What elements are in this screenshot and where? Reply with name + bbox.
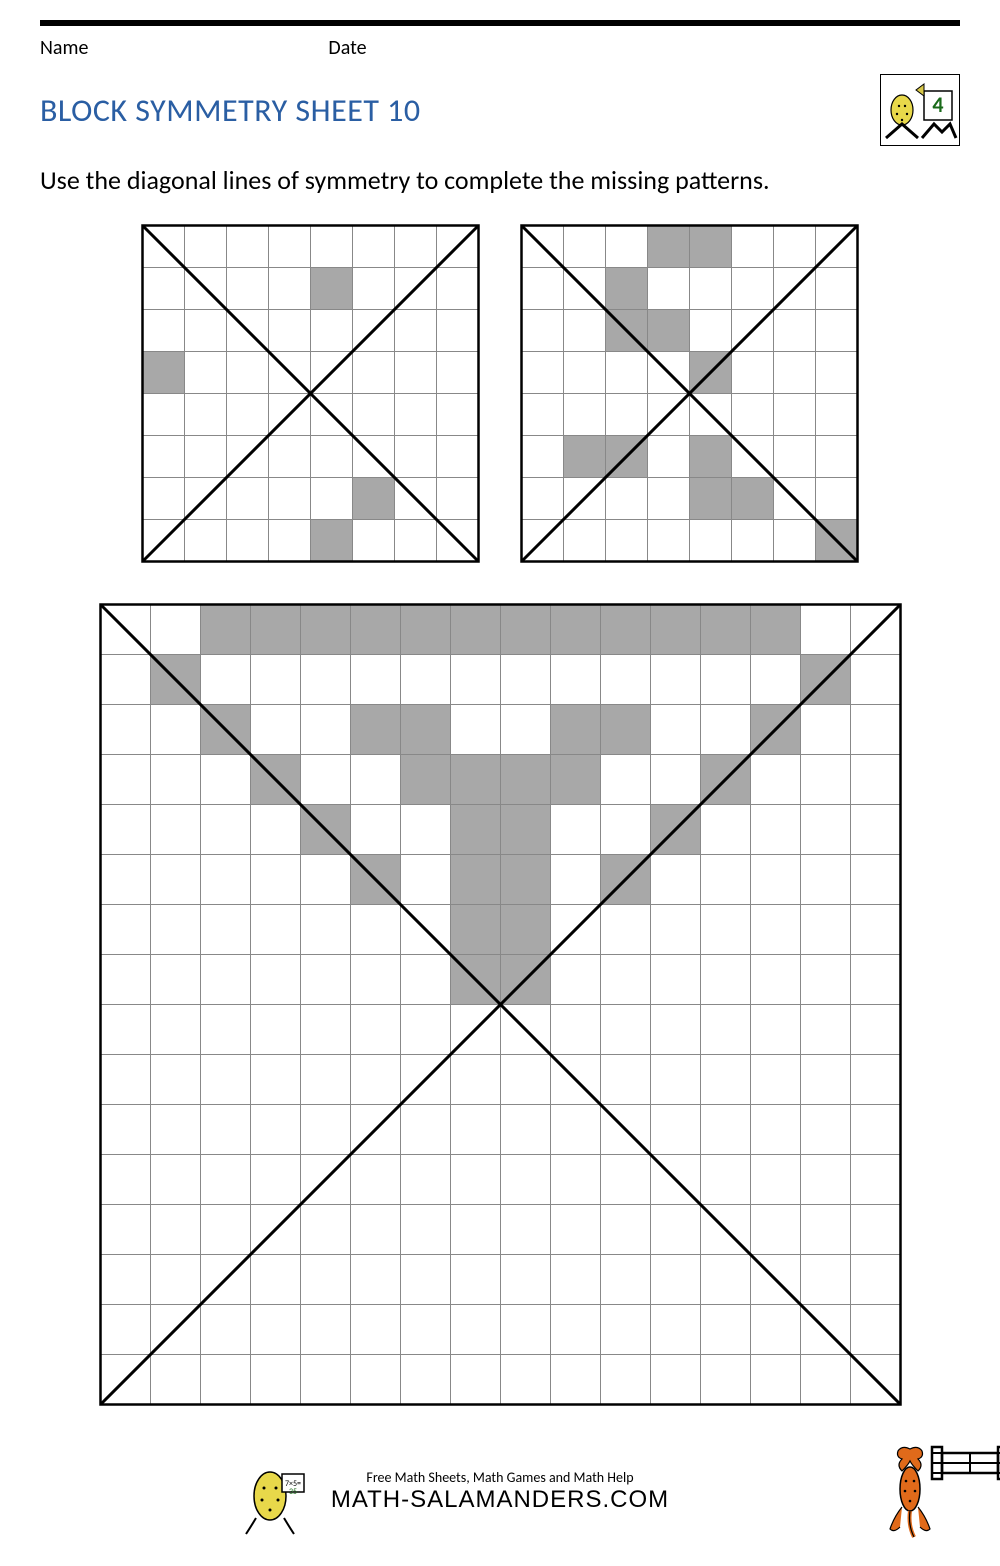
grid-c <box>99 603 902 1406</box>
large-grid-row <box>40 603 960 1406</box>
footer-lizard-icon <box>880 1441 940 1546</box>
grid-b <box>520 224 859 563</box>
worksheet-page: Name Date BLOCK SYMMETRY SHEET 10 4 Use … <box>0 0 1000 1566</box>
svg-text:35: 35 <box>289 1487 297 1497</box>
footer-tagline: Free Math Sheets, Math Games and Math He… <box>331 1469 669 1486</box>
badge-icon: 4 <box>882 76 958 144</box>
top-rule <box>40 20 960 26</box>
title-row: BLOCK SYMMETRY SHEET 10 4 <box>40 74 960 146</box>
grid-a <box>141 224 480 563</box>
grade-badge: 4 <box>880 74 960 146</box>
page-title: BLOCK SYMMETRY SHEET 10 <box>40 91 421 130</box>
header-fields: Name Date <box>40 36 960 60</box>
date-label: Date <box>328 36 366 60</box>
name-label: Name <box>40 36 88 60</box>
instructions-text: Use the diagonal lines of symmetry to co… <box>40 164 960 196</box>
footer-salamander-icon: 7×5= 35 <box>240 1456 310 1536</box>
small-grids-row <box>40 224 960 563</box>
grade-number-text: 4 <box>932 91 943 118</box>
footer-brand: MATH-SALAMANDERS.COM <box>331 1486 669 1514</box>
footer: 7×5= 35 Free Math Sheets, Math Games and… <box>40 1446 960 1536</box>
footer-text: Free Math Sheets, Math Games and Math He… <box>331 1469 669 1514</box>
